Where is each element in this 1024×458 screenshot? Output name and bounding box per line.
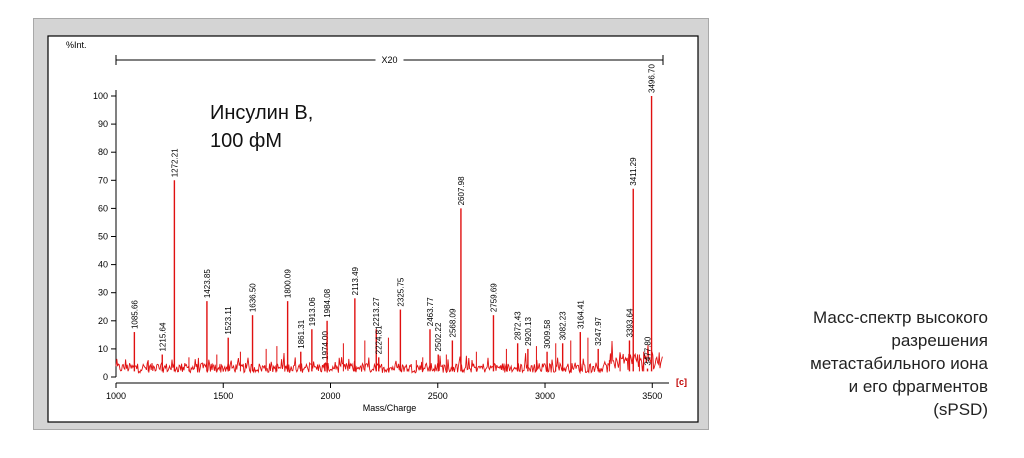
x-tick-label: 3500 [642,391,662,401]
peak-label: 1861.31 [297,319,306,348]
mass-spectrum-chart: 0 10 20 30 40 50 60 70 80 90 100 %Int. 1000 1500 2000 2… [47,35,699,423]
y-tick-label: 50 [98,232,108,242]
x-tick-label: 2000 [320,391,340,401]
y-tick-label: 90 [98,119,108,129]
edge-marker: [c] [676,377,687,387]
peak-label: 3393.64 [625,308,634,337]
peak-label: 1215.64 [158,322,167,351]
caption-line-4: и его фрагментов [848,377,988,396]
y-axis-title: %Int. [66,40,87,50]
peak-label: 1272.21 [170,148,179,177]
peak-label: 3082.23 [559,311,568,340]
peak-label: 2920.13 [524,316,533,345]
peak-label: 1974.00 [321,330,330,359]
caption-line-2: разрешения [891,331,988,350]
x20-label: X20 [381,55,397,65]
peak-label: 3477.80 [644,336,653,365]
y-tick-label: 20 [98,316,108,326]
peak-label: 1085.66 [130,300,139,329]
y-tick-label: 30 [98,288,108,298]
x20-label-bg [375,54,404,66]
peak-label: 2463.77 [426,297,435,326]
peak-label: 2224.81 [375,325,384,354]
peak-label: 1800.09 [284,269,293,298]
peak-label: 2213.27 [372,297,381,326]
peak-label: 3164.41 [576,300,585,329]
annotation-line-1: Инсулин B, [210,102,313,124]
peak-label: 3009.58 [543,319,552,348]
plot-frame [47,35,699,423]
x-tick-label: 3000 [535,391,555,401]
x-tick-label: 2500 [428,391,448,401]
annotation-line-2: 100 фМ [210,130,282,152]
peak-label: 2113.49 [351,266,360,295]
x-tick-label: 1000 [106,391,126,401]
y-tick-label: 100 [93,91,108,101]
y-tick-label: 0 [103,372,108,382]
peak-label: 1913.06 [308,297,317,326]
y-tick-label: 80 [98,147,108,157]
spectrum-panel: 0 10 20 30 40 50 60 70 80 90 100 %Int. 1000 1500 2000 2… [33,18,709,430]
caption-line-5: (sPSD) [933,400,988,419]
y-tick-label: 40 [98,260,108,270]
y-tick-label: 60 [98,203,108,213]
peak-label: 1523.11 [224,306,233,335]
peak-label: 2607.98 [457,176,466,205]
caption-line-3: метастабильного иона [810,354,988,373]
caption-line-1: Масс-спектр высокого [813,308,988,327]
peak-label: 1984.08 [323,288,332,317]
peak-label: 3247.97 [594,316,603,345]
peak-label: 3411.29 [629,157,638,186]
peak-label: 2872.43 [514,311,523,340]
x-axis-title: Mass/Charge [363,403,417,413]
peak-label: 2502.22 [434,322,443,351]
peak-label: 1423.85 [203,269,212,298]
y-tick-label: 10 [98,344,108,354]
peak-label: 3496.70 [648,64,657,93]
peak-label: 2568.09 [448,308,457,337]
x-tick-label: 1500 [213,391,233,401]
peak-label: 2759.69 [489,283,498,312]
peak-label: 2325.75 [396,277,405,306]
figure-caption: Масс-спектр высокого разрешения метастаб… [728,306,988,421]
peak-label: 1636.50 [249,283,258,312]
y-tick-label: 70 [98,175,108,185]
